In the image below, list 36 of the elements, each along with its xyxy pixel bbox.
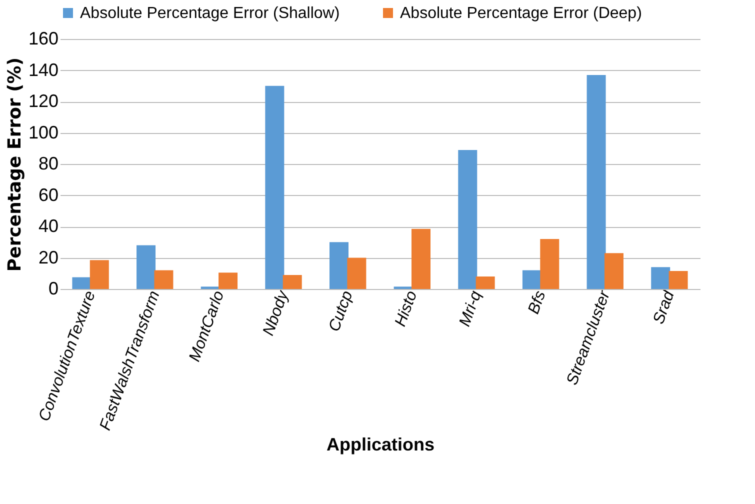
x-tick-label: Mri-q [456,288,485,329]
legend-label: Absolute Percentage Error (Deep) [400,5,642,22]
x-tick-label: Nbody [260,288,292,338]
bar [347,258,366,289]
legend-label: Absolute Percentage Error (Shallow) [80,5,340,22]
bar [265,86,284,289]
bar [154,270,174,289]
bar [540,239,560,289]
y-tick-label: 20 [38,247,58,268]
x-tick-label: Histo [392,288,421,329]
y-tick-label: 40 [38,216,58,236]
bar [218,272,238,289]
bar [136,245,156,289]
x-tick-label: Cutcp [326,288,356,334]
bar [522,270,542,289]
bar [412,228,431,289]
y-axis-title: Percentage Error (%) [4,57,26,272]
y-tick-label: 120 [28,91,58,111]
y-tick-label: 100 [28,122,58,142]
bar [72,277,92,289]
y-tick-label: 80 [38,154,58,174]
bar [668,271,688,289]
x-tick-label: Srad [650,288,678,326]
y-tick-label: 160 [28,28,58,48]
bar [90,260,109,289]
y-tick-label: 60 [38,184,58,205]
x-axis-title: Applications [326,434,435,454]
bar [476,276,495,289]
bar [604,253,624,289]
bar [282,274,302,289]
bar [586,74,606,289]
x-tick-label: Bfs [525,288,550,316]
y-tick-label: 140 [28,60,58,80]
bar [458,150,478,289]
bar [329,242,348,289]
bar [651,267,670,289]
